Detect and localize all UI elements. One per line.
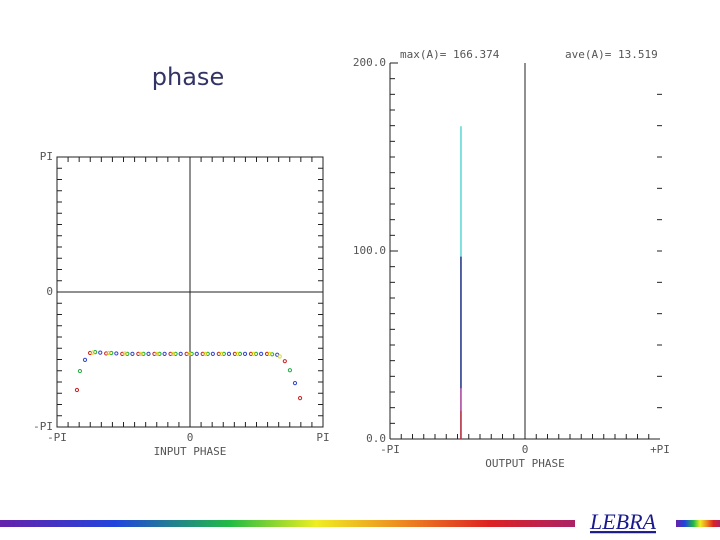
point [168,351,173,356]
point [178,351,183,356]
point [210,351,215,356]
point [251,351,256,356]
point [114,351,119,356]
y-tick-label: 0 [46,285,53,298]
point [90,350,95,355]
point [173,351,178,356]
x-tick-label: 0 [187,431,194,444]
point [282,359,287,364]
y-tick-label: 200.0 [353,56,386,69]
annotation: max(A)= 166.374 [400,48,500,61]
y-tick-label: PI [40,150,53,163]
point [235,351,240,356]
point [200,351,205,356]
x-tick-label: PI [316,431,329,444]
point [237,351,243,356]
point [267,351,272,356]
point [184,351,189,356]
point [187,351,192,356]
point [82,357,88,362]
point [162,351,167,356]
point [248,351,254,356]
point [104,351,109,356]
point [221,351,226,356]
point [87,350,93,356]
point [146,351,151,356]
point [136,351,141,356]
point [109,350,114,356]
y-tick-label: -PI [33,420,53,433]
point [189,351,194,356]
rainbow-bar [0,520,575,527]
point [270,352,275,357]
x-tick-label: 0 [522,443,529,456]
x-axis-label: INPUT PHASE [154,445,227,458]
point [287,368,293,373]
point [93,350,98,355]
point [130,351,135,356]
point [216,351,221,356]
point [203,351,208,356]
point [226,351,232,356]
point [157,351,162,356]
point [138,351,143,356]
logo: LEBRA [589,509,657,534]
point [277,354,282,359]
point [98,350,103,355]
x-axis-label: OUTPUT PHASE [485,457,564,470]
point [152,351,157,356]
x-tick-label: -PI [47,431,67,444]
x-tick-label: -PI [380,443,400,456]
point [154,351,160,356]
point [106,350,111,356]
point [253,351,259,356]
y-tick-label: 100.0 [353,244,386,257]
point [170,351,176,356]
point [77,368,83,374]
point [120,351,125,356]
point [259,351,264,356]
point [141,351,146,356]
point [194,351,199,356]
slide-title: phase [152,63,224,91]
point [264,351,270,356]
y-tick-label: 0.0 [366,432,386,445]
annotation: ave(A)= 13.519 [565,48,658,61]
point [232,351,237,356]
point [292,381,298,386]
point [122,351,127,356]
point [219,351,224,356]
point [74,387,80,393]
point [242,351,248,356]
point [205,351,210,356]
x-tick-label: +PI [650,443,670,456]
point [297,396,303,401]
point [125,351,130,356]
rainbow-bar [676,520,720,527]
